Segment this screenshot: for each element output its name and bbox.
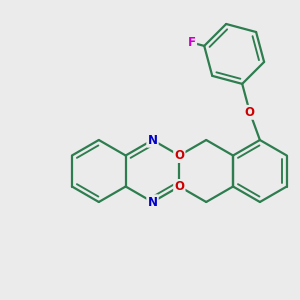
Text: F: F — [188, 36, 196, 49]
Text: O: O — [174, 180, 184, 193]
Text: N: N — [148, 134, 158, 146]
Text: O: O — [174, 149, 184, 162]
Text: O: O — [174, 180, 184, 193]
Text: N: N — [148, 134, 158, 146]
Text: N: N — [148, 196, 158, 208]
Text: O: O — [245, 106, 255, 119]
Text: O: O — [174, 149, 184, 162]
Text: N: N — [148, 196, 158, 208]
